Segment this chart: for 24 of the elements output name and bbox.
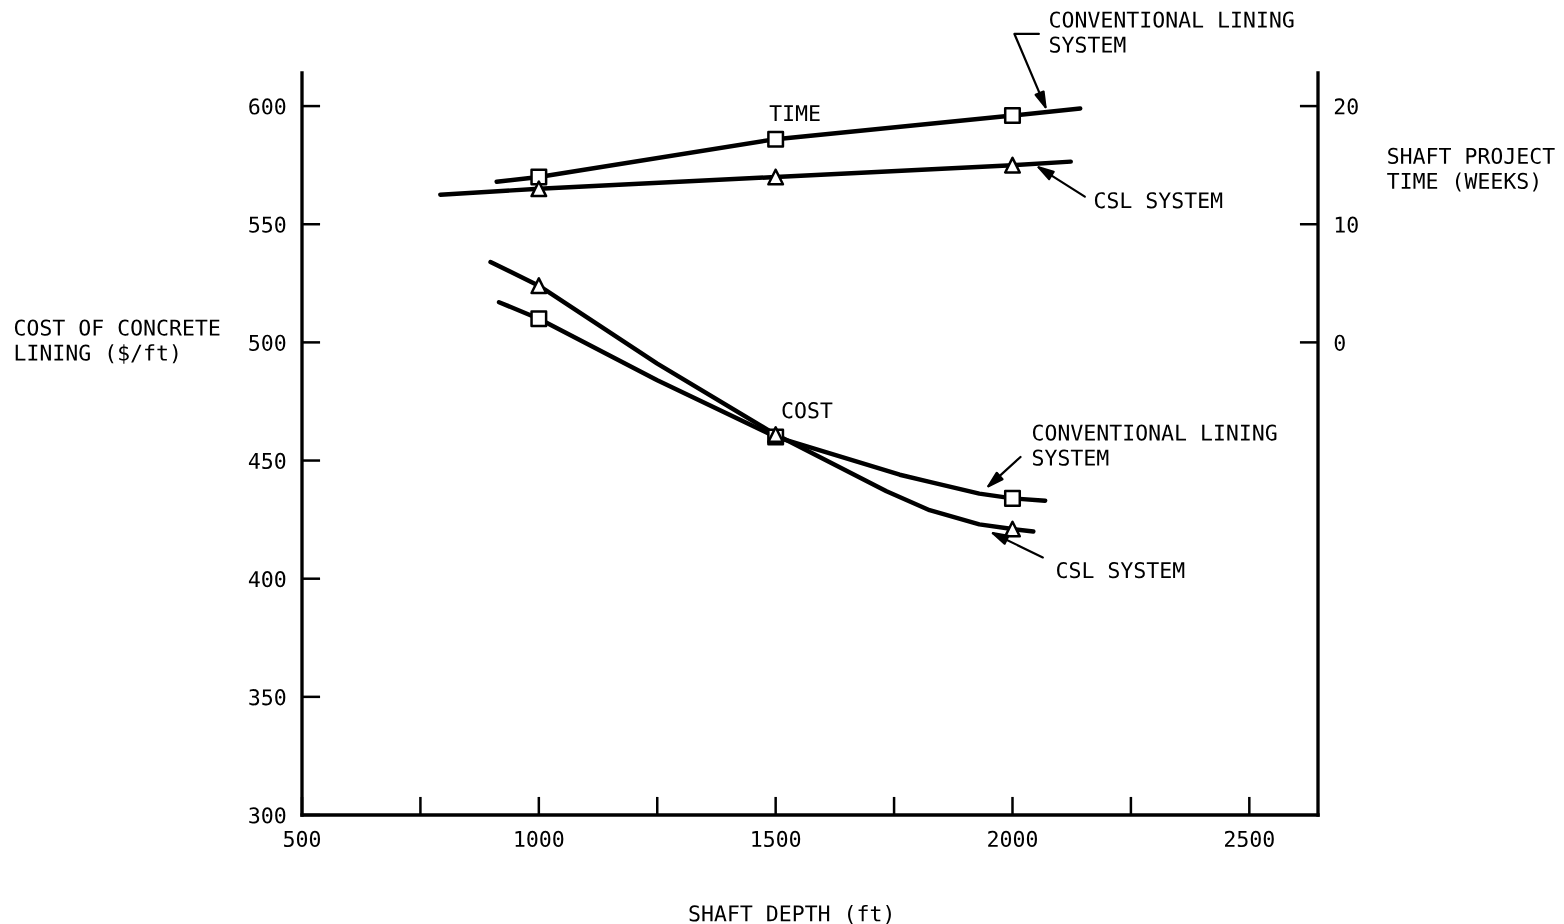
y-tick-label: 600 xyxy=(249,98,286,115)
y2-tick-label: 20 xyxy=(1334,98,1358,115)
annotation: COST xyxy=(782,402,833,419)
y-axis-title: COST OF CONCRETE LINING ($/ft) xyxy=(14,319,220,364)
y2-tick-label: 10 xyxy=(1335,216,1358,233)
y-tick-label: 400 xyxy=(248,570,286,588)
annotation: CSL SYSTEM xyxy=(1094,192,1223,209)
y-tick-label: 550 xyxy=(249,216,286,233)
y-tick-label: 300 xyxy=(249,807,286,824)
y-tick-label: 500 xyxy=(249,334,286,351)
x-tick-label: 500 xyxy=(284,830,321,848)
x-tick-label: 1500 xyxy=(752,830,801,848)
y2-axis-title: SHAFT PROJECT TIME (WEEKS) xyxy=(1387,147,1555,192)
x-tick-label: 2000 xyxy=(988,830,1038,848)
annotation: CSL SYSTEM xyxy=(1057,562,1185,579)
annotation: CONVENTIONAL LINING SYSTEM xyxy=(1032,424,1277,466)
x-axis-title: SHAFT DEPTH (ft) xyxy=(689,904,891,924)
annotation: CONVENTIONAL LINING SYSTEM xyxy=(1050,11,1294,53)
x-tick-label: 1000 xyxy=(515,830,564,848)
x-tick-label: 2500 xyxy=(1225,830,1274,848)
y2-tick-label: 0 xyxy=(1334,334,1345,351)
annotation: TIME xyxy=(769,105,820,121)
y-tick-label: 350 xyxy=(249,689,286,706)
y-tick-label: 450 xyxy=(248,452,286,470)
